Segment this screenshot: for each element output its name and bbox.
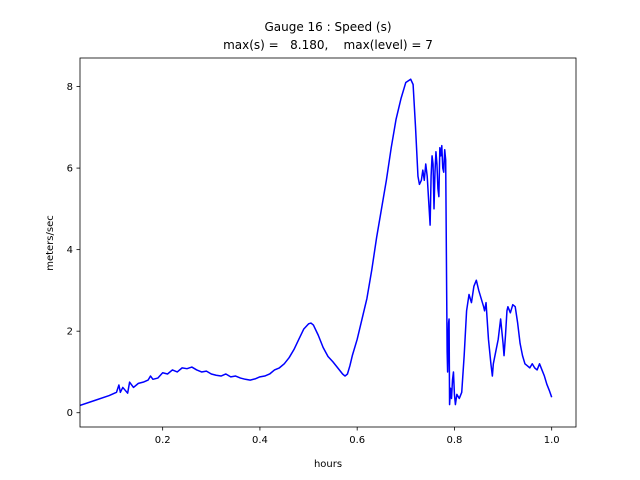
y-tick-label: 0 bbox=[67, 408, 73, 419]
y-axis-label: meters/sec bbox=[45, 215, 56, 271]
y-tick-label: 2 bbox=[67, 327, 73, 338]
chart-title: Gauge 16 : Speed (s) bbox=[264, 20, 391, 34]
y-tick-label: 6 bbox=[67, 164, 73, 175]
series-line-0 bbox=[80, 78, 553, 407]
x-tick-label: 0.4 bbox=[252, 435, 268, 446]
x-axis-label: hours bbox=[314, 459, 342, 470]
y-tick-label: 4 bbox=[67, 245, 73, 256]
y-tick-label: 8 bbox=[67, 82, 73, 93]
plot-frame bbox=[79, 57, 577, 428]
x-tick-label: 0.2 bbox=[155, 435, 171, 446]
plot-area bbox=[80, 78, 553, 407]
chart-subtitle: max(s) = 8.180, max(level) = 7 bbox=[223, 38, 433, 52]
x-axis-ticks: 0.2 0.4 0.6 0.8 1.0 bbox=[155, 427, 560, 446]
x-tick-label: 0.8 bbox=[446, 435, 462, 446]
y-axis-ticks: 0 2 4 6 8 bbox=[67, 82, 80, 419]
x-tick-label: 1.0 bbox=[544, 435, 560, 446]
x-tick-label: 0.6 bbox=[349, 435, 365, 446]
